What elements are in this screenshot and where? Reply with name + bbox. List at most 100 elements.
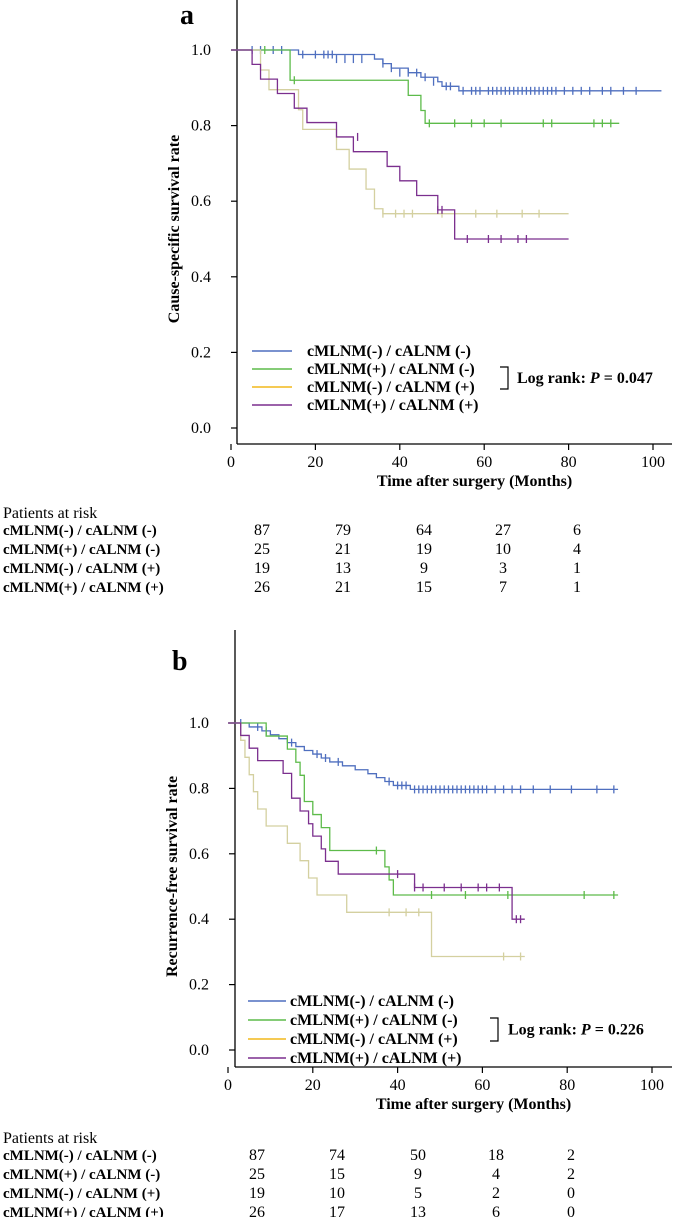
legend-label: cMLNM(+) / cALNM (-): [290, 1012, 458, 1029]
risk-count: 87: [249, 1147, 265, 1164]
legend-label: cMLNM(+) / cALNM (+): [307, 397, 479, 414]
y-tick-label: 0.2: [191, 344, 211, 361]
risk-count: 18: [488, 1147, 504, 1164]
risk-count: 25: [254, 541, 270, 558]
series-1: [231, 46, 662, 95]
legend-label: cMLNM(+) / cALNM (+): [290, 1050, 462, 1067]
risk-count: 50: [410, 1147, 426, 1164]
survival-curve: [228, 722, 619, 896]
x-tick-label: 100: [641, 454, 665, 471]
legend-label: cMLNM(-) / cALNM (-): [307, 343, 471, 360]
risk-count: 26: [254, 579, 270, 596]
risk-count: 2: [567, 1166, 575, 1183]
x-tick-label: 0: [227, 454, 235, 471]
risk-count: 13: [335, 560, 351, 577]
risk-count: 21: [335, 541, 351, 558]
y-tick-label: 1.0: [191, 42, 211, 59]
series-3: [228, 722, 525, 961]
x-tick-label: 60: [474, 1077, 490, 1094]
x-tick-label: 20: [307, 454, 323, 471]
risk-count: 13: [410, 1204, 426, 1217]
risk-count: 87: [254, 522, 270, 539]
x-axis-title: Time after surgery (Months): [377, 473, 572, 490]
risk-group-label: cMLNM(+) / cALNM (-): [3, 542, 160, 558]
risk-count: 1: [573, 560, 581, 577]
y-tick-label: 1.0: [189, 715, 209, 732]
legend: cMLNM(-) / cALNM (-) cMLNM(+) / cALNM (-)…: [248, 993, 644, 1067]
survival-curve: [231, 49, 569, 215]
risk-count: 10: [329, 1185, 345, 1202]
risk-count: 7: [499, 579, 507, 596]
legend-label: cMLNM(-) / cALNM (+): [290, 1031, 458, 1048]
y-tick-label: 0.4: [191, 269, 211, 286]
risk-count: 0: [567, 1185, 575, 1202]
y-tick-label: 0.6: [191, 193, 211, 210]
risk-count: 6: [573, 522, 581, 539]
x-tick-label: 60: [476, 454, 492, 471]
x-tick-label: 0: [224, 1077, 232, 1094]
panel-letter: b: [172, 646, 188, 677]
risk-group-label: cMLNM(+) / cALNM (-): [3, 1167, 160, 1183]
series-4: [231, 49, 569, 243]
survival-curve: [231, 49, 620, 124]
risk-count: 5: [414, 1185, 422, 1202]
legend-label: cMLNM(-) / cALNM (+): [307, 379, 475, 396]
x-tick-label: 80: [561, 454, 577, 471]
panel-letter: a: [180, 0, 194, 31]
risk-count: 79: [335, 522, 351, 539]
survival-curve: [228, 722, 525, 920]
series-4: [228, 722, 525, 924]
x-tick-label: 80: [559, 1077, 575, 1094]
risk-count: 21: [335, 579, 351, 596]
series-2: [228, 722, 619, 900]
survival-curve: [231, 49, 569, 240]
panel-a: a 0.0 0.2 0.4 0.6 0.8 1.0 0 20 40 60 80 100 Time afte…: [3, 0, 672, 596]
risk-group-label: cMLNM(-) / cALNM (-): [3, 523, 157, 539]
risk-count: 19: [416, 541, 432, 558]
y-tick-label: 0.4: [189, 911, 209, 928]
x-tick-label: 20: [305, 1077, 321, 1094]
legend-bracket: [490, 1017, 499, 1042]
risk-table-header: Patients at risk: [3, 1130, 97, 1147]
risk-group-label: cMLNM(-) / cALNM (-): [3, 1148, 157, 1164]
risk-count: 2: [492, 1185, 500, 1202]
risk-count: 25: [249, 1166, 265, 1183]
risk-count: 4: [573, 541, 581, 558]
y-axis-title: Recurrence-free survival rate: [164, 776, 181, 977]
y-tick-label: 0.6: [189, 846, 209, 863]
risk-count: 19: [249, 1185, 265, 1202]
risk-count: 9: [414, 1166, 422, 1183]
legend-label: cMLNM(+) / cALNM (-): [307, 361, 475, 378]
y-tick-label: 0.8: [189, 780, 209, 797]
y-tick-label: 0.8: [191, 118, 211, 135]
series-1: [228, 719, 619, 794]
risk-group-label: cMLNM(+) / cALNM (+): [3, 580, 164, 596]
risk-group-label: cMLNM(-) / cALNM (+): [3, 561, 160, 577]
risk-count: 64: [416, 522, 432, 539]
x-tick-label: 100: [640, 1077, 664, 1094]
risk-group-label: cMLNM(+) / cALNM (+): [3, 1205, 164, 1217]
risk-count: 15: [329, 1166, 345, 1183]
risk-count: 17: [329, 1204, 345, 1217]
risk-count: 9: [420, 560, 428, 577]
legend-label: cMLNM(-) / cALNM (-): [290, 993, 454, 1010]
risk-count: 4: [492, 1166, 500, 1183]
risk-group-label: cMLNM(-) / cALNM (+): [3, 1186, 160, 1202]
legend: cMLNM(-) / cALNM (-)cMLNM(+) / cALNM (-)…: [252, 343, 653, 414]
risk-count: 15: [416, 579, 432, 596]
risk-count: 74: [329, 1147, 345, 1164]
risk-count: 19: [254, 560, 270, 577]
log-rank-label: Log rank: P = 0.226: [508, 1022, 644, 1039]
log-rank-label: Log rank: P = 0.047: [517, 370, 653, 387]
x-tick-label: 40: [390, 1077, 406, 1094]
series-2: [231, 46, 620, 128]
risk-count: 3: [499, 560, 507, 577]
x-tick-label: 40: [392, 454, 408, 471]
risk-count: 1: [573, 579, 581, 596]
legend-bracket: [500, 366, 509, 390]
risk-count: 6: [492, 1204, 500, 1217]
